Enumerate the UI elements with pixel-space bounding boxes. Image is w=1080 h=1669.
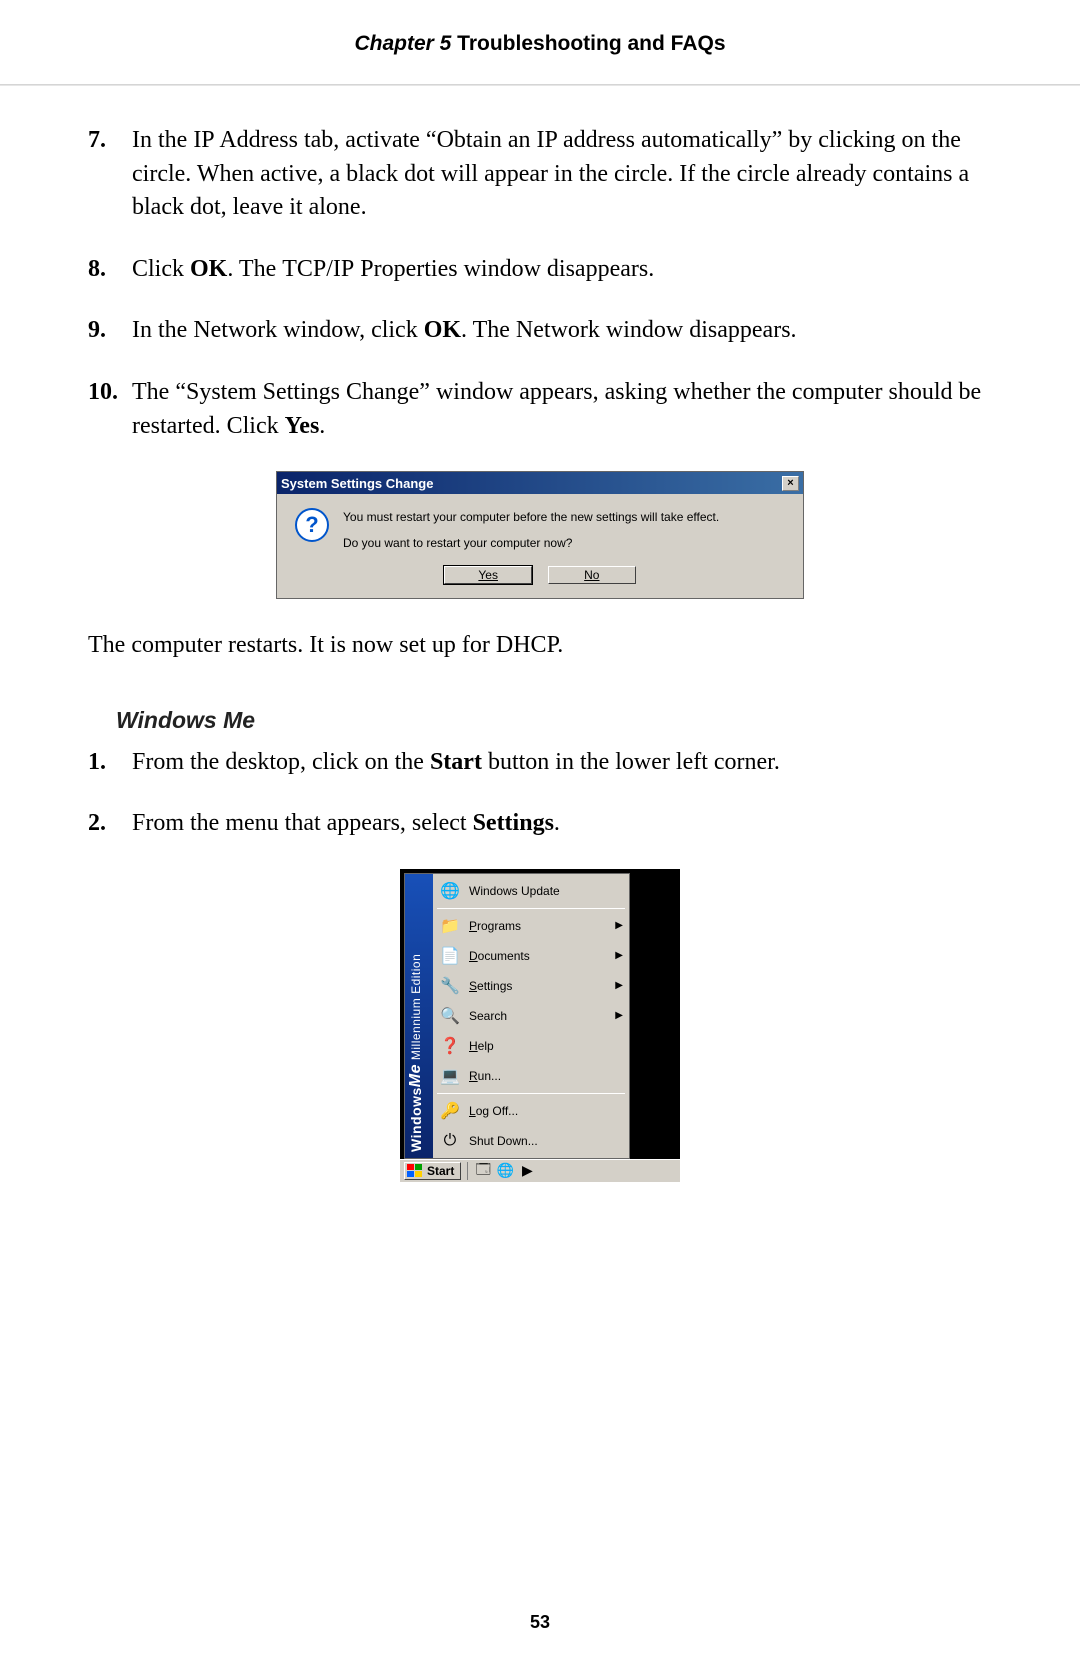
step: 8.Click OK. The TCP/IP Properties window…	[88, 253, 992, 287]
page-header: Chapter 5 Troubleshooting and FAQs	[0, 0, 1080, 56]
step-text: From the menu that appears, select Setti…	[132, 807, 992, 841]
menu-item-icon: ⏻	[439, 1130, 461, 1152]
page-content: 7.In the IP Address tab, activate “Obtai…	[0, 86, 1080, 1183]
close-icon[interactable]: ×	[782, 476, 799, 491]
menu-item-icon: 🌐	[439, 880, 461, 902]
step-text: From the desktop, click on the Start but…	[132, 746, 992, 780]
menu-item-icon: 📄	[439, 945, 461, 967]
start-menu-sidebar: WindowsMe Millennium Edition	[405, 874, 433, 1158]
dialog-message: You must restart your computer before th…	[343, 508, 719, 552]
dialog-titlebar: System Settings Change ×	[277, 472, 803, 494]
page-number: 53	[0, 1612, 1080, 1633]
menu-item-icon: 🔧	[439, 975, 461, 997]
dialog-message-line-1: You must restart your computer before th…	[343, 508, 719, 526]
start-menu-screenshot: WindowsMe Millennium Edition 🌐 Windows Up…	[88, 869, 992, 1183]
no-button[interactable]: No	[548, 566, 636, 584]
menu-item-label: Run...	[469, 1069, 501, 1083]
windows-flag-icon	[407, 1164, 423, 1178]
subheading-windows-me: Windows Me	[116, 707, 992, 734]
start-menu-item[interactable]: 🔧 Settings ▶	[433, 971, 629, 1001]
system-settings-change-dialog: System Settings Change × ? You must rest…	[276, 471, 804, 599]
submenu-arrow-icon: ▶	[615, 920, 623, 931]
menu-item-icon: 🔑	[439, 1100, 461, 1122]
menu-separator	[437, 1093, 625, 1094]
menu-separator	[437, 908, 625, 909]
dialog-screenshot: System Settings Change × ? You must rest…	[88, 471, 992, 599]
step-number: 10.	[88, 376, 132, 443]
menu-item-label: Search	[469, 1009, 507, 1023]
step: 10.The “System Settings Change” window a…	[88, 376, 992, 443]
quick-launch-icon[interactable]: 🗔	[474, 1162, 492, 1180]
start-menu: WindowsMe Millennium Edition 🌐 Windows Up…	[400, 869, 680, 1182]
start-menu-item[interactable]: 💻 Run...	[433, 1061, 629, 1091]
start-menu-item[interactable]: 🔑 Log Off...	[433, 1096, 629, 1126]
step-text: In the IP Address tab, activate “Obtain …	[132, 124, 992, 225]
start-button[interactable]: Start	[404, 1162, 461, 1180]
menu-item-label: Programs	[469, 919, 521, 933]
step-number: 9.	[88, 314, 132, 348]
menu-item-icon: ❓	[439, 1035, 461, 1057]
submenu-arrow-icon: ▶	[615, 980, 623, 991]
menu-item-icon: 💻	[439, 1065, 461, 1087]
menu-item-icon: 📁	[439, 915, 461, 937]
dialog-title: System Settings Change	[281, 476, 433, 491]
step-number: 2.	[88, 807, 132, 841]
submenu-arrow-icon: ▶	[615, 950, 623, 961]
menu-item-label: Help	[469, 1039, 494, 1053]
yes-button[interactable]: Yes	[444, 566, 532, 584]
step-number: 8.	[88, 253, 132, 287]
step: 2.From the menu that appears, select Set…	[88, 807, 992, 841]
start-menu-item[interactable]: ⏻ Shut Down...	[433, 1126, 629, 1156]
menu-item-label: Log Off...	[469, 1104, 518, 1118]
menu-item-label: Documents	[469, 949, 530, 963]
step: 1.From the desktop, click on the Start b…	[88, 746, 992, 780]
menu-item-label: Settings	[469, 979, 512, 993]
menu-item-label: Shut Down...	[469, 1134, 538, 1148]
dialog-message-line-2: Do you want to restart your computer now…	[343, 534, 719, 552]
step-text: In the Network window, click OK. The Net…	[132, 314, 992, 348]
start-menu-item[interactable]: 🔍 Search ▶	[433, 1001, 629, 1031]
step-text: Click OK. The TCP/IP Properties window d…	[132, 253, 992, 287]
step-number: 1.	[88, 746, 132, 780]
question-icon: ?	[295, 508, 329, 542]
taskbar: Start 🗔🌐▶	[400, 1159, 680, 1182]
step: 9.In the Network window, click OK. The N…	[88, 314, 992, 348]
step: 7.In the IP Address tab, activate “Obtai…	[88, 124, 992, 225]
start-menu-item[interactable]: 📄 Documents ▶	[433, 941, 629, 971]
start-menu-item[interactable]: 📁 Programs ▶	[433, 911, 629, 941]
chapter-title: Troubleshooting and FAQs	[451, 32, 725, 55]
start-menu-item[interactable]: ❓ Help	[433, 1031, 629, 1061]
step-text: The “System Settings Change” window appe…	[132, 376, 992, 443]
quick-launch-icon[interactable]: ▶	[518, 1162, 536, 1180]
chapter-label: Chapter 5	[354, 32, 451, 55]
start-menu-item[interactable]: 🌐 Windows Update	[433, 876, 629, 906]
quick-launch: 🗔🌐▶	[467, 1162, 536, 1180]
quick-launch-icon[interactable]: 🌐	[496, 1162, 514, 1180]
step-number: 7.	[88, 124, 132, 225]
menu-item-label: Windows Update	[469, 884, 560, 898]
paragraph-after-dialog: The computer restarts. It is now set up …	[88, 629, 992, 663]
submenu-arrow-icon: ▶	[615, 1010, 623, 1021]
menu-item-icon: 🔍	[439, 1005, 461, 1027]
